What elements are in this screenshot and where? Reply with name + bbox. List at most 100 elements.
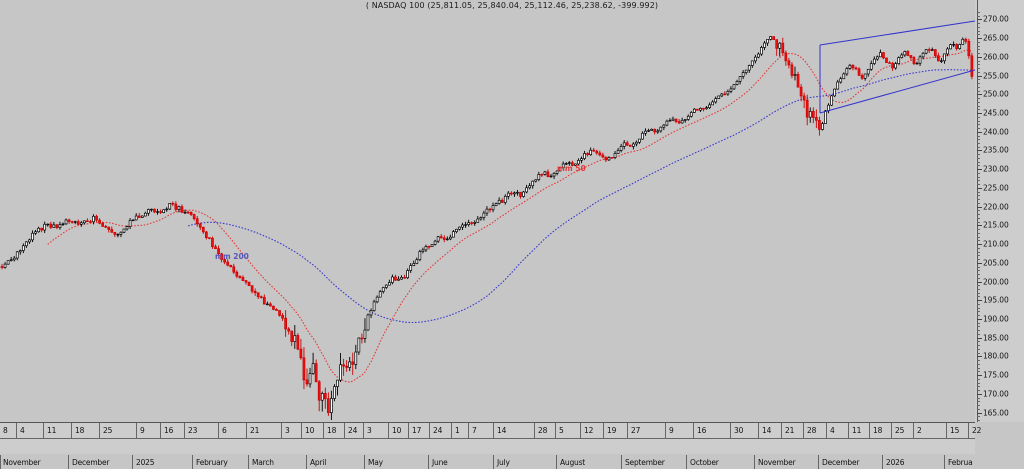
date-tick-label: 8 (3, 426, 8, 435)
price-minor-tick (977, 210, 980, 212)
price-minor-tick (977, 191, 980, 193)
price-tick-label: 170.00 (983, 389, 1009, 399)
price-minor-tick (977, 60, 980, 62)
month-separator (306, 455, 307, 469)
date-separator (826, 423, 827, 438)
price-minor-tick (977, 311, 980, 313)
price-minor-tick (977, 363, 980, 365)
date-tick-label: 18 (327, 426, 337, 435)
price-minor-tick (977, 98, 980, 100)
price-tick-label: 255.00 (983, 71, 1009, 81)
month-label: February (196, 458, 228, 467)
price-minor-tick (977, 386, 980, 388)
month-label: June (432, 458, 448, 467)
date-separator (891, 423, 892, 438)
date-separator (246, 423, 247, 438)
price-minor-tick (977, 221, 980, 223)
date-separator (781, 423, 782, 438)
price-tick-label: 240.00 (983, 127, 1009, 137)
price-minor-tick (977, 139, 980, 141)
date-tick-label: 11 (47, 426, 57, 435)
price-minor-tick (977, 49, 980, 51)
price-minor-tick (977, 64, 980, 66)
date-separator (493, 423, 494, 438)
price-tick (977, 187, 982, 189)
month-separator (248, 455, 249, 469)
price-minor-tick (977, 105, 980, 107)
price-minor-tick (977, 184, 980, 186)
date-separator (99, 423, 100, 438)
price-minor-tick (977, 401, 980, 403)
date-axis[interactable]: 8 4 11 18 25 9 16 23 6 21 3 10 18 24 3 10 17 24 1 7 14 28 5 12 1… (0, 422, 981, 469)
price-tick-label: 230.00 (983, 164, 1009, 174)
price-tick (977, 169, 982, 171)
date-separator (848, 423, 849, 438)
price-minor-tick (977, 408, 980, 410)
date-tick-label: 28 (538, 426, 548, 435)
date-separator (16, 423, 17, 438)
price-tick (977, 262, 982, 264)
price-minor-tick (977, 288, 980, 290)
month-separator (818, 455, 819, 469)
price-minor-tick (977, 202, 980, 204)
price-minor-tick (977, 371, 980, 373)
price-tick-label: 210.00 (983, 239, 1009, 249)
price-minor-tick (977, 360, 980, 362)
chart-title: ( NASDAQ 100 (25,811.05, 25,840.04, 25,1… (365, 1, 659, 10)
ma50-line (47, 49, 973, 383)
price-tick (977, 113, 982, 115)
month-separator (68, 455, 69, 469)
date-separator (43, 423, 44, 438)
month-label: March (252, 458, 274, 467)
price-tick (977, 375, 982, 377)
candlestick-series (0, 36, 974, 420)
price-minor-tick (977, 274, 980, 276)
price-minor-tick (977, 255, 980, 257)
month-separator (364, 455, 365, 469)
date-separator (281, 423, 282, 438)
date-separator (136, 423, 137, 438)
month-separator (882, 455, 883, 469)
price-minor-tick (977, 326, 980, 328)
date-separator (555, 423, 556, 438)
date-tick-label: 4 (20, 426, 25, 435)
date-tick-label: 4 (830, 426, 835, 435)
price-tick-label: 185.00 (983, 333, 1009, 343)
price-minor-tick (977, 154, 980, 156)
date-tick-label: 3 (285, 426, 290, 435)
price-tick (977, 318, 982, 320)
price-tick (977, 393, 982, 395)
price-minor-tick (977, 303, 980, 305)
price-minor-tick (977, 199, 980, 201)
price-minor-tick (977, 68, 980, 70)
price-minor-tick (977, 26, 980, 28)
date-tick-label: 16 (164, 426, 174, 435)
price-minor-tick (977, 41, 980, 43)
price-plot-area[interactable]: mm 50 mm 200 (0, 12, 975, 420)
price-tick-label: 205.00 (983, 258, 1009, 268)
date-separator (580, 423, 581, 438)
price-tick-label: 265.00 (983, 33, 1009, 43)
price-minor-tick (977, 352, 980, 354)
date-tick-label: 3 (367, 426, 372, 435)
date-separator (160, 423, 161, 438)
price-minor-tick (977, 405, 980, 407)
price-minor-tick (977, 378, 980, 380)
month-label: November (758, 458, 796, 467)
date-tick-label: 7 (472, 426, 477, 435)
price-minor-tick (977, 124, 980, 126)
price-minor-tick (977, 390, 980, 392)
price-minor-tick (977, 214, 980, 216)
price-minor-tick (977, 296, 980, 298)
price-minor-tick (977, 416, 980, 418)
price-tick (977, 206, 982, 208)
price-minor-tick (977, 277, 980, 279)
price-tick-label: 235.00 (983, 145, 1009, 155)
date-separator (665, 423, 666, 438)
month-separator (556, 455, 557, 469)
month-label: September (625, 458, 665, 467)
price-tick-label: 260.00 (983, 52, 1009, 62)
month-label: 2026 (886, 458, 905, 467)
price-tick (977, 356, 982, 358)
price-axis[interactable]: 270.00 265.00 260.00 255.00 250.00 245.00 240.… (975, 0, 1024, 422)
